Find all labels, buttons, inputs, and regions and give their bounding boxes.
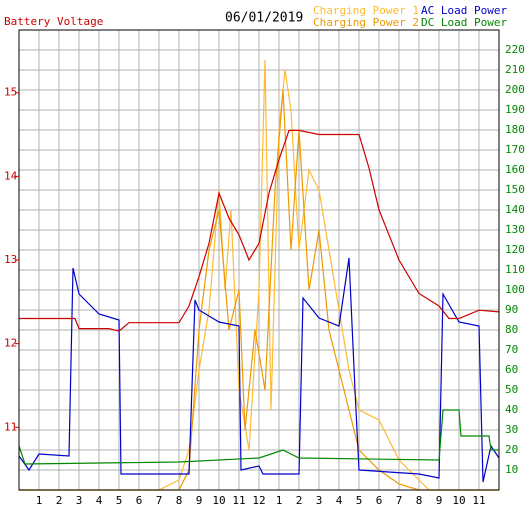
y2-tick-label: 100 (505, 283, 525, 296)
series-line (19, 89, 499, 491)
grid (19, 30, 499, 490)
x-tick-label: 4 (96, 494, 103, 507)
y2-tick-label: 90 (505, 303, 518, 316)
x-tick-label: 2 (56, 494, 63, 507)
x-tick-label: 4 (336, 494, 343, 507)
x-tick-label: 5 (356, 494, 363, 507)
legend-entry: Charging Power 2 (313, 16, 419, 29)
left-axis-title: Battery Voltage (4, 15, 103, 28)
x-tick-label: 10 (212, 494, 225, 507)
x-tick-label: 12 (252, 494, 265, 507)
y2-tick-label: 60 (505, 363, 518, 376)
y2-tick-label: 20 (505, 443, 518, 456)
y2-tick-label: 50 (505, 383, 518, 396)
x-tick-label: 3 (316, 494, 323, 507)
y2-tick-label: 70 (505, 343, 518, 356)
x-tick-label: 5 (116, 494, 123, 507)
legend-entry: AC Load Power (421, 4, 507, 17)
y2-tick-label: 110 (505, 263, 525, 276)
x-tick-label: 6 (376, 494, 383, 507)
y-tick-label: 11 (4, 420, 17, 433)
y-tick-label: 12 (4, 337, 17, 350)
y2-tick-label: 150 (505, 183, 525, 196)
y2-tick-label: 130 (505, 223, 525, 236)
series-line (19, 129, 500, 332)
x-tick-label: 9 (196, 494, 203, 507)
x-tick-label: 1 (276, 494, 283, 507)
legend-entry: DC Load Power (421, 16, 507, 29)
series-line (18, 409, 499, 465)
x-tick-label: 9 (436, 494, 443, 507)
y2-tick-label: 170 (505, 143, 525, 156)
x-tick-label: 6 (136, 494, 143, 507)
x-tick-label: 1 (36, 494, 43, 507)
y2-tick-label: 180 (505, 123, 525, 136)
x-tick-label: 7 (156, 494, 163, 507)
y2-tick-label: 30 (505, 423, 518, 436)
plot-lines (18, 59, 500, 491)
y-tick-label: 13 (4, 253, 17, 266)
chart-title: 06/01/2019 (225, 11, 303, 26)
y2-tick-label: 140 (505, 203, 525, 216)
y-tick-label: 14 (4, 169, 18, 182)
y2-tick-label: 40 (505, 403, 518, 416)
x-tick-label: 8 (176, 494, 183, 507)
legend-entry: Charging Power 1 (313, 4, 419, 17)
series-line (19, 59, 499, 491)
y2-tick-label: 120 (505, 243, 525, 256)
y2-tick-label: 10 (505, 463, 518, 476)
y2-tick-label: 80 (505, 323, 518, 336)
x-tick-label: 2 (296, 494, 303, 507)
x-tick-label: 11 (232, 494, 245, 507)
y2-tick-label: 190 (505, 103, 525, 116)
y2-tick-label: 210 (505, 63, 525, 76)
x-tick-label: 8 (416, 494, 423, 507)
x-tick-label: 3 (76, 494, 83, 507)
x-tick-label: 7 (396, 494, 403, 507)
y2-tick-label: 160 (505, 163, 525, 176)
x-tick-label: 11 (472, 494, 485, 507)
y2-tick-label: 200 (505, 83, 525, 96)
series-line (18, 257, 500, 483)
y-tick-label: 15 (4, 86, 17, 99)
y2-tick-label: 220 (505, 43, 525, 56)
x-tick-label: 10 (452, 494, 465, 507)
